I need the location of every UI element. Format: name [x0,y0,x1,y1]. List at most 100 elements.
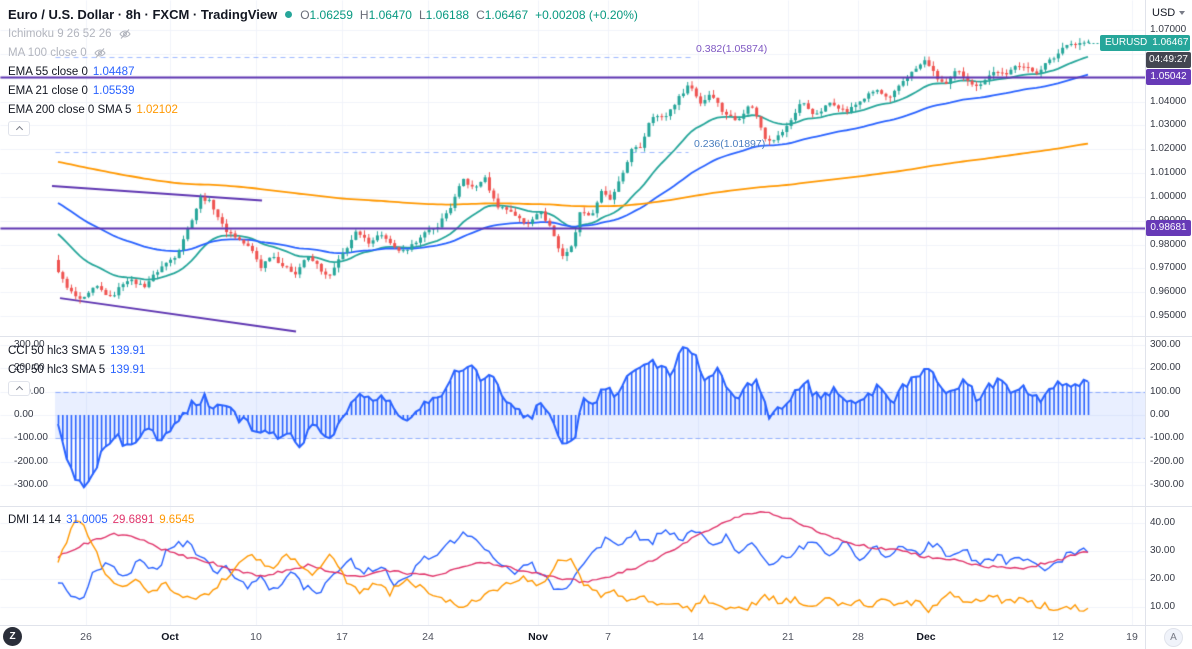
currency-selector[interactable]: USD [1152,7,1186,19]
price-scale-label: 0.99000 [1150,215,1186,226]
cci-left-scale-label: 0.00 [14,409,34,420]
badge-price-text: 1.06467 [1152,36,1189,48]
collapse-main-legend-button[interactable] [8,121,30,136]
time-axis-label: Oct [161,631,179,643]
title-row: Euro / U.S. Dollar · 8h · FXCM · Trading… [8,5,638,24]
dmi-scale-label: 10.00 [1150,601,1176,612]
time-axis-label: 7 [605,631,611,643]
dmi-value-minus-di: 9.6545 [159,513,195,526]
time-axis-divider [0,625,1192,626]
ema55-label: EMA 55 close 0 [8,65,88,78]
eye-off-icon[interactable] [94,47,106,59]
auto-scale-button[interactable]: A [1164,628,1183,647]
cci-left-scale-label: 300.00 [14,339,45,350]
ohlc-open: O1.06259 [300,7,353,22]
ohlc-low: L1.06188 [418,7,470,22]
ema55-value: 1.04487 [92,65,135,78]
cci-label-1: CCI 50 hlc3 SMA 5 [8,344,106,357]
price-scale-label: 1.00000 [1150,190,1187,202]
cci-left-scale-label: -100.00 [14,432,48,444]
legend-ema200[interactable]: EMA 200 close 0 SMA 5 1.02102 [8,100,638,119]
price-scale-label: 0.98000 [1150,238,1187,250]
cci-label-2: CCI 50 hlc3 SMA 5 [8,363,106,376]
time-axis-label: 26 [80,631,92,643]
countdown-badge: 04:49:27 [1146,51,1191,68]
ichimoku-label: Ichimoku 9 26 52 26 [8,27,112,40]
price-scale-label: 0.96000 [1150,286,1187,298]
pane-divider-dmi[interactable] [0,506,1192,507]
ohlc-readout: O1.06259 H1.06470 L1.06188 C1.06467 +0.0… [300,8,638,22]
cci-scale-label: -300.00 [1150,479,1184,490]
legend-ema55[interactable]: EMA 55 close 0 1.04487 [8,62,638,81]
dmi-label: DMI 14 14 [8,513,62,526]
time-axis-label: 21 [782,631,794,643]
ema200-label: EMA 200 close 0 SMA 5 [8,103,132,116]
ohlc-high: H1.06470 [359,7,412,22]
cci-value-2: 139.91 [110,363,146,376]
legend-cci-2[interactable]: CCI 50 hlc3 SMA 5 139.91 [8,360,145,379]
chevron-down-icon [1179,11,1186,15]
ohlc-change: +0.00208 (+0.20%) [535,7,638,22]
time-axis[interactable] [0,626,1145,649]
ema200-value: 1.02102 [136,103,178,116]
price-scale-label: 1.04000 [1150,95,1187,107]
price-scale-label: 1.07000 [1150,24,1187,35]
legend-ichimoku[interactable]: Ichimoku 9 26 52 26 [8,24,638,43]
chevron-up-icon [15,385,23,394]
pane-divider-cci[interactable] [0,336,1192,337]
cci-scale-label: 100.00 [1150,385,1181,397]
eye-off-icon[interactable] [118,28,131,40]
legend-cci-1[interactable]: CCI 50 hlc3 SMA 5 139.91 [8,341,145,360]
ema21-value: 1.05539 [92,84,135,97]
dmi-scale-label: 20.00 [1150,573,1176,584]
legend-ema21[interactable]: EMA 21 close 0 1.05539 [8,81,638,100]
last-price-badge: EURUSD 1.06467 [1100,34,1190,51]
cci-legend: CCI 50 hlc3 SMA 5 139.91 CCI 50 hlc3 SMA… [8,341,145,396]
time-axis-label: Dec [916,631,936,643]
collapse-cci-legend-button[interactable] [8,381,30,396]
symbol-title[interactable]: Euro / U.S. Dollar · 8h · FXCM · Trading… [8,7,278,22]
chevron-up-icon [15,125,23,134]
price-scale-divider[interactable] [1145,0,1146,649]
price-scale-label: 1.03000 [1150,119,1187,131]
dmi-legend: DMI 14 14 31.0005 29.6891 9.6545 [8,510,194,529]
legend-ma100[interactable]: MA 100 close 0 [8,43,638,62]
main-legend: Euro / U.S. Dollar · 8h · FXCM · Trading… [8,5,638,136]
price-scale-label: 1.01000 [1150,167,1187,178]
time-axis-label: 28 [852,631,864,643]
cci-left-scale-label: -200.00 [14,455,48,467]
cci-scale-label: 300.00 [1150,339,1181,350]
purple-level-badge-1: 1.05042 [1146,68,1191,85]
dmi-value-plus-di: 29.6891 [112,513,155,526]
cci-scale-label: -100.00 [1150,432,1184,444]
fib-level-label[interactable]: 0.382(1.05874) [696,42,768,55]
time-axis-label: 10 [250,631,262,643]
price-scale-label: 1.02000 [1150,143,1187,155]
chart-canvas[interactable] [0,0,1145,625]
ema21-label: EMA 21 close 0 [8,84,88,97]
cci-scale-label: 200.00 [1150,362,1181,374]
badge-symbol-text: EURUSD [1105,36,1148,48]
ma100-label: MA 100 close 0 [8,46,87,59]
currency-label: USD [1152,7,1176,19]
time-axis-label: 24 [422,631,434,643]
dmi-scale-label: 30.00 [1150,545,1176,556]
cci-scale-label: -200.00 [1150,455,1184,467]
price-scale-label: 0.97000 [1150,262,1187,274]
cci-value-1: 139.91 [110,344,146,357]
time-axis-label: 12 [1052,631,1064,643]
dmi-value-adx: 31.0005 [66,513,108,526]
legend-dmi[interactable]: DMI 14 14 31.0005 29.6891 9.6545 [8,510,194,529]
cci-left-scale-label: -300.00 [14,479,48,490]
ohlc-close: C1.06467 [476,7,529,22]
purple-level-badge-2: 0.98681 [1146,220,1191,237]
logo-button[interactable]: Z [3,627,22,646]
price-scale[interactable] [1146,0,1192,625]
price-scale-label: 0.95000 [1150,310,1187,321]
time-axis-label: 17 [336,631,348,643]
time-axis-label: 19 [1126,631,1138,643]
market-status-icon[interactable] [285,11,293,18]
fib-level-label[interactable]: 0.236(1.01897) [694,137,766,150]
cci-scale-label: 0.00 [1150,409,1170,420]
